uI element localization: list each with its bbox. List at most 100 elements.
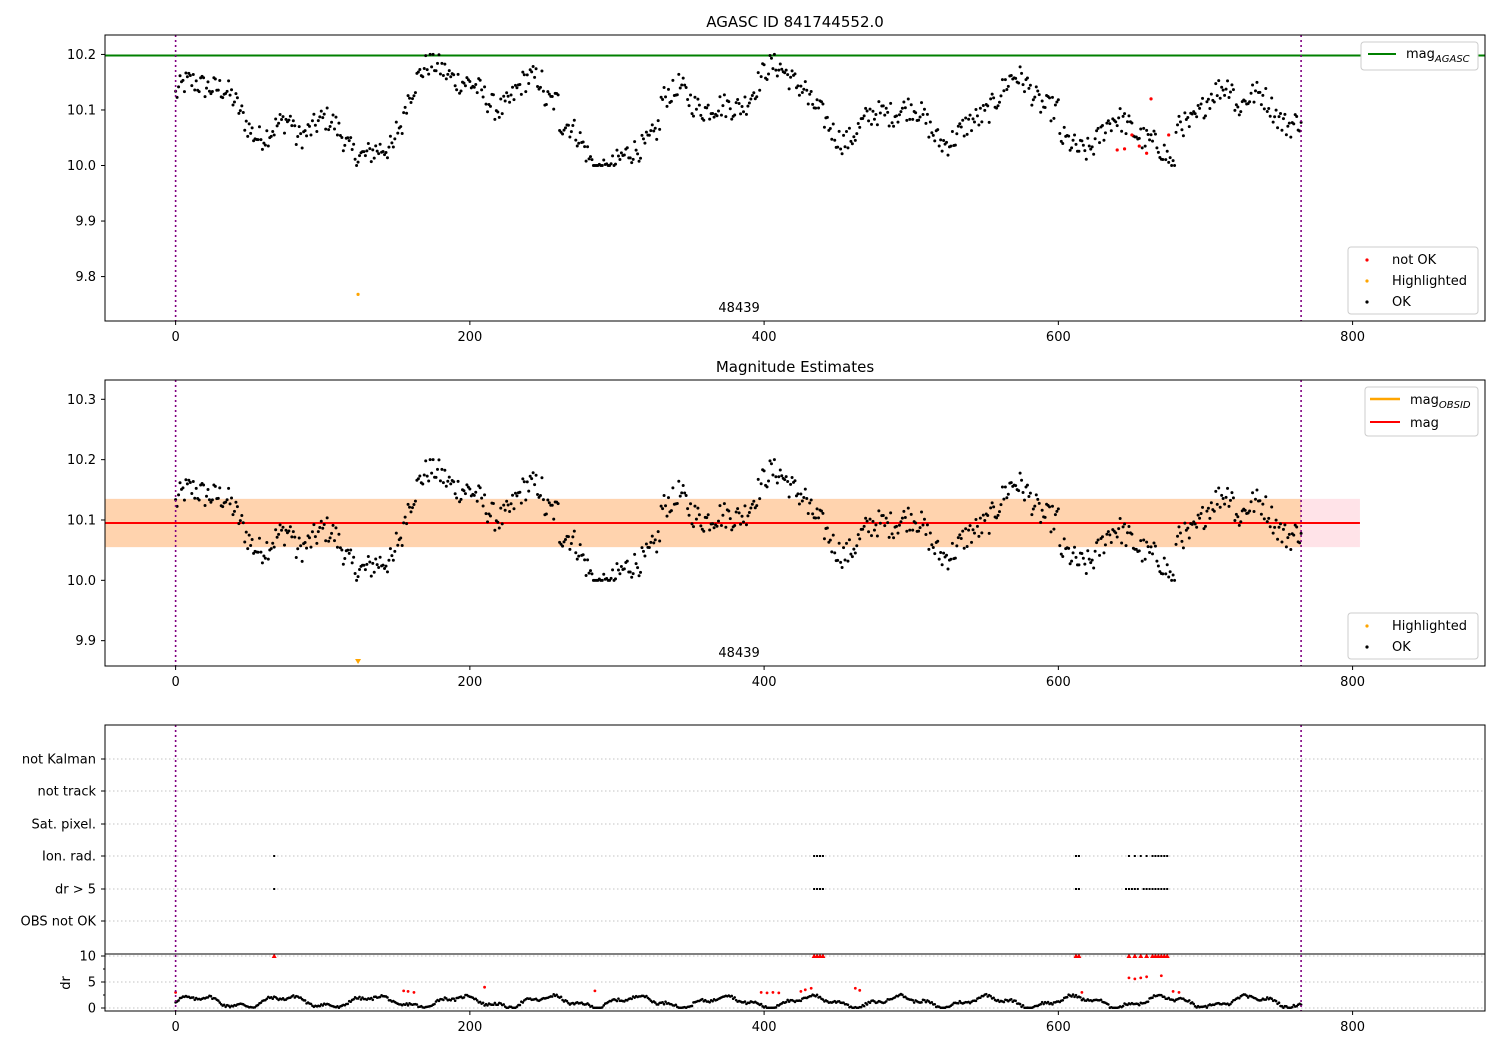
ok-point: [774, 68, 778, 72]
ok-point: [641, 549, 645, 553]
ok-point: [505, 91, 509, 95]
flag-point: [1125, 888, 1128, 890]
ok-point: [905, 529, 909, 533]
ok-point: [1130, 532, 1134, 536]
ok-point: [493, 117, 497, 121]
ok-point: [475, 499, 479, 503]
ok-point: [752, 499, 756, 503]
ok-point: [1176, 123, 1180, 127]
ok-point: [315, 541, 319, 545]
dr-point: [846, 1003, 850, 1007]
dr-point: [292, 994, 295, 997]
ok-point: [1208, 516, 1212, 520]
ok-point: [762, 469, 766, 473]
ok-point: [562, 128, 566, 132]
ok-point: [625, 146, 629, 150]
flag-point: [1166, 855, 1169, 857]
ok-point: [533, 483, 537, 487]
ok-point: [905, 118, 909, 122]
ok-point: [547, 92, 551, 96]
ok-point: [940, 563, 944, 567]
dr-point: [565, 999, 569, 1003]
ok-point: [1062, 537, 1066, 541]
ok-point: [844, 129, 848, 133]
ok-point: [210, 498, 214, 502]
flag-point: [1142, 888, 1145, 890]
ok-point: [790, 476, 794, 480]
x-tick-label: 0: [171, 675, 179, 690]
ok-point: [887, 535, 891, 539]
ok-point: [647, 545, 651, 549]
ok-point: [1000, 485, 1004, 489]
ok-point: [538, 493, 542, 497]
ok-point: [691, 114, 695, 118]
ok-point: [1279, 112, 1283, 116]
ok-point: [321, 526, 325, 530]
ok-point: [899, 110, 903, 114]
ok-point: [694, 107, 698, 111]
y-tick-label: 10.1: [67, 103, 96, 118]
ok-point: [277, 121, 281, 125]
ok-point: [408, 505, 412, 509]
y-tick-label: 10.1: [67, 513, 96, 528]
ok-point: [581, 553, 585, 557]
panel2-legend-upper: magOBSID mag: [1364, 386, 1479, 437]
ok-point: [546, 498, 550, 502]
ok-point: [930, 131, 934, 135]
ok-point: [584, 159, 588, 163]
ok-point: [428, 458, 432, 462]
ok-point: [438, 479, 442, 483]
ok-point: [806, 512, 810, 516]
ok-point: [328, 536, 332, 540]
ok-point: [1014, 484, 1018, 488]
ok-point: [399, 125, 403, 129]
ok-point: [300, 559, 304, 563]
ok-point: [202, 76, 206, 80]
ok-point: [922, 107, 926, 111]
dr-point: [630, 997, 633, 1001]
dr-point: [1238, 996, 1241, 1000]
ok-point: [1249, 91, 1253, 95]
ok-point: [1217, 486, 1221, 490]
ok-point: [443, 62, 447, 66]
ok-point: [590, 158, 594, 162]
ok-point: [235, 505, 239, 509]
ok-point: [689, 93, 693, 97]
ok-point: [808, 501, 812, 505]
ok-point: [647, 133, 651, 137]
ok-point: [636, 566, 640, 570]
ok-point: [246, 547, 250, 551]
ok-point: [1048, 505, 1052, 509]
ok-point: [322, 522, 326, 526]
ok-point: [1098, 553, 1102, 557]
ok-point: [515, 86, 519, 90]
dr-point: [1137, 1003, 1141, 1007]
dr-point: [1187, 999, 1191, 1002]
ok-point: [727, 100, 731, 104]
ok-point: [681, 76, 685, 80]
ok-point: [911, 528, 915, 532]
ok-point: [1202, 116, 1206, 120]
y-tick-label: 10.0: [67, 159, 96, 174]
ok-point: [724, 115, 728, 119]
ok-point: [630, 575, 634, 579]
ok-point: [862, 524, 866, 528]
ok-point: [744, 112, 748, 116]
ok-point: [1146, 133, 1150, 137]
ok-point: [868, 107, 872, 111]
dr-point: [1229, 1002, 1232, 1006]
ok-point: [1067, 546, 1071, 550]
ok-point: [383, 567, 387, 571]
ok-point: [358, 568, 362, 572]
ok-point: [430, 471, 434, 475]
ok-point: [1062, 125, 1066, 129]
ok-point: [384, 564, 388, 568]
ok-point: [1118, 107, 1122, 111]
ok-point: [1003, 78, 1007, 82]
dr-point: [587, 1003, 591, 1007]
ok-point: [1124, 132, 1128, 136]
ok-point: [977, 123, 981, 127]
ok-point: [521, 477, 525, 481]
ok-point: [1292, 533, 1296, 537]
x-tick-label: 800: [1340, 675, 1365, 690]
